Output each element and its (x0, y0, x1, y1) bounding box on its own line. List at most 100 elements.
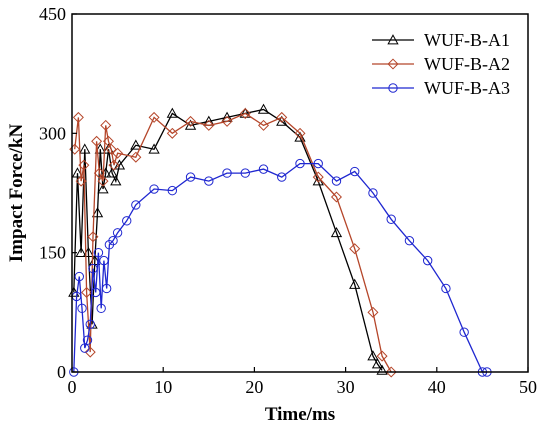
data-point (148, 143, 160, 154)
data-point (131, 200, 141, 210)
data-point (75, 175, 87, 187)
data-point (185, 172, 196, 182)
data-point (112, 147, 124, 159)
data-point (106, 167, 118, 178)
series-line (73, 162, 487, 373)
data-point (130, 139, 142, 150)
plot-frame (71, 13, 529, 373)
x-tick-label: 0 (68, 377, 77, 397)
data-point (349, 278, 361, 289)
data-point (277, 172, 287, 182)
data-point (239, 107, 251, 118)
data-point (166, 107, 178, 118)
legend-label: WUF-B-A3 (424, 78, 510, 98)
x-tick-label: 20 (245, 377, 263, 397)
data-point (385, 366, 397, 378)
data-point (422, 255, 433, 266)
plot-area (68, 103, 492, 378)
data-point (330, 226, 343, 238)
axes: 0 10 20 30 40 50 0 150 300 450 (39, 4, 537, 397)
data-point (71, 167, 84, 178)
data-point (386, 214, 396, 224)
legend-label: WUF-B-A2 (424, 54, 510, 74)
data-point (91, 287, 101, 298)
data-point (276, 111, 288, 123)
data-point (108, 159, 120, 171)
data-point (101, 283, 112, 294)
data-point (367, 306, 379, 318)
series-line (73, 108, 383, 371)
data-point (110, 175, 122, 186)
data-point (108, 236, 118, 246)
y-tick-label: 450 (39, 4, 66, 24)
data-point (376, 350, 388, 362)
series-WUF-B-A1 (68, 103, 388, 375)
data-point (240, 168, 250, 178)
data-point (222, 168, 232, 178)
data-point (148, 111, 160, 123)
data-point (367, 350, 379, 361)
data-point (221, 115, 233, 127)
data-point (78, 159, 90, 171)
data-point (313, 158, 323, 169)
legend-marker (387, 58, 399, 70)
legend-item: WUF-B-A3 (372, 78, 510, 98)
data-point (105, 143, 117, 155)
data-point (295, 158, 305, 169)
data-point (404, 236, 415, 246)
data-point (371, 358, 384, 369)
legend: WUF-B-A1 WUF-B-A2 WUF-B-A3 (372, 30, 510, 98)
data-point (331, 176, 342, 186)
data-point (97, 175, 109, 187)
y-tick-label: 300 (39, 123, 66, 143)
legend-item: WUF-B-A2 (372, 54, 510, 74)
data-point (294, 131, 306, 142)
data-point (204, 176, 214, 186)
data-point (459, 327, 469, 337)
data-point (97, 183, 109, 194)
data-point (85, 319, 95, 329)
data-point (122, 216, 132, 226)
data-point (102, 135, 114, 147)
data-point (239, 107, 251, 119)
data-point (100, 119, 112, 131)
x-tick-label: 30 (337, 377, 355, 397)
data-point (276, 115, 288, 126)
data-point (79, 143, 91, 154)
data-point (91, 207, 104, 218)
data-point (113, 159, 126, 170)
data-point (185, 115, 197, 127)
data-point (93, 167, 105, 179)
y-axis-title: Impact Force/kN (6, 124, 27, 263)
data-point (75, 246, 87, 258)
x-axis-title: Time/ms (265, 404, 335, 425)
data-point (77, 303, 87, 314)
data-point (72, 111, 84, 123)
data-point (184, 119, 197, 130)
data-point (203, 119, 215, 131)
data-point (130, 151, 142, 163)
series-WUF-B-A3 (69, 158, 492, 377)
data-point (84, 346, 96, 358)
data-point (330, 191, 342, 203)
data-point (258, 164, 269, 174)
data-point (87, 231, 99, 243)
x-tick-label: 40 (428, 377, 446, 397)
legend-marker (388, 83, 398, 93)
data-point (112, 228, 123, 238)
data-point (167, 185, 178, 196)
x-tick-label: 10 (154, 377, 172, 397)
data-point (376, 364, 388, 375)
data-point (350, 166, 360, 177)
legend-marker (387, 34, 399, 45)
data-point (349, 243, 361, 255)
data-point (258, 119, 270, 131)
data-point (96, 303, 106, 314)
data-point (93, 247, 104, 258)
data-point (441, 283, 451, 294)
legend-label: WUF-B-A1 (424, 30, 510, 50)
data-point (149, 184, 159, 194)
data-point (88, 263, 98, 274)
x-tick-label: 50 (519, 377, 537, 397)
